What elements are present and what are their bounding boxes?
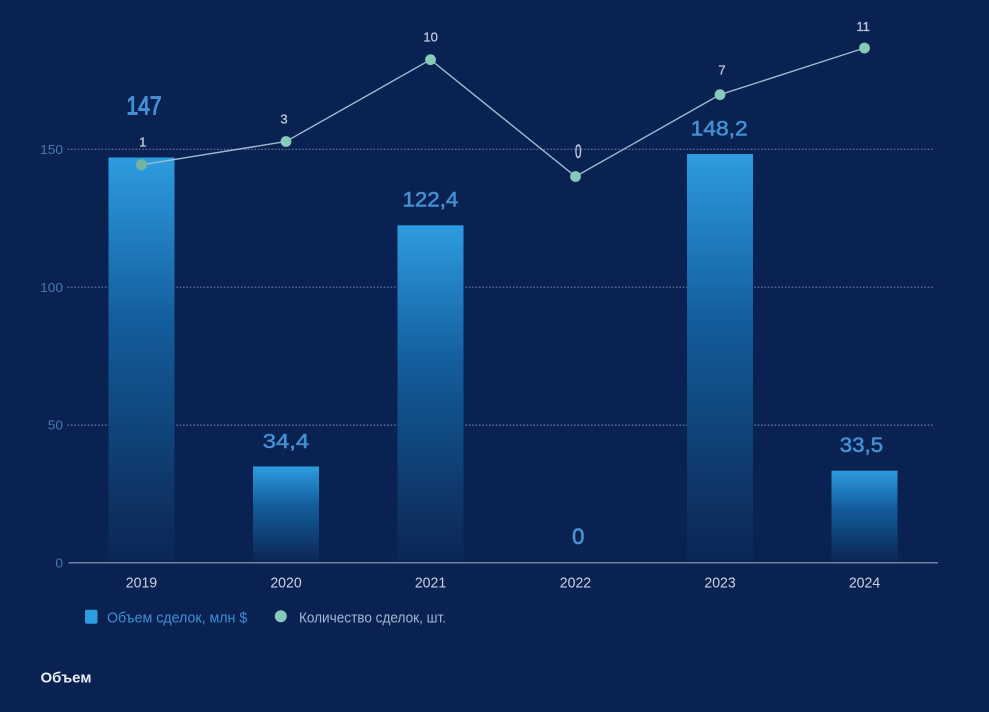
svg-text:2023: 2023 <box>704 575 735 591</box>
svg-text:Объем: Объем <box>41 669 92 686</box>
svg-text:147: 147 <box>126 93 161 122</box>
svg-text:34,4: 34,4 <box>263 430 309 453</box>
svg-text:148,2: 148,2 <box>691 116 748 140</box>
svg-text:1: 1 <box>139 135 146 150</box>
svg-text:2019: 2019 <box>126 575 157 591</box>
svg-text:0: 0 <box>572 524 584 549</box>
svg-text:3: 3 <box>280 112 287 127</box>
svg-text:Количество сделок, шт.: Количество сделок, шт. <box>299 610 446 627</box>
svg-text:150: 150 <box>40 142 63 156</box>
svg-text:2024: 2024 <box>849 575 880 591</box>
svg-text:33,5: 33,5 <box>840 433 883 457</box>
svg-text:2022: 2022 <box>560 575 591 591</box>
svg-text:100: 100 <box>40 280 63 294</box>
svg-text:2020: 2020 <box>270 575 301 591</box>
svg-text:0: 0 <box>575 141 582 163</box>
svg-text:10: 10 <box>423 30 437 45</box>
svg-text:0: 0 <box>55 556 63 570</box>
svg-text:7: 7 <box>718 62 725 77</box>
svg-text:Объем сделок, млн $: Объем сделок, млн $ <box>107 610 247 626</box>
svg-text:122,4: 122,4 <box>402 187 458 211</box>
svg-text:2021: 2021 <box>415 575 446 591</box>
svg-text:11: 11 <box>856 19 870 34</box>
svg-text:50: 50 <box>48 418 63 432</box>
